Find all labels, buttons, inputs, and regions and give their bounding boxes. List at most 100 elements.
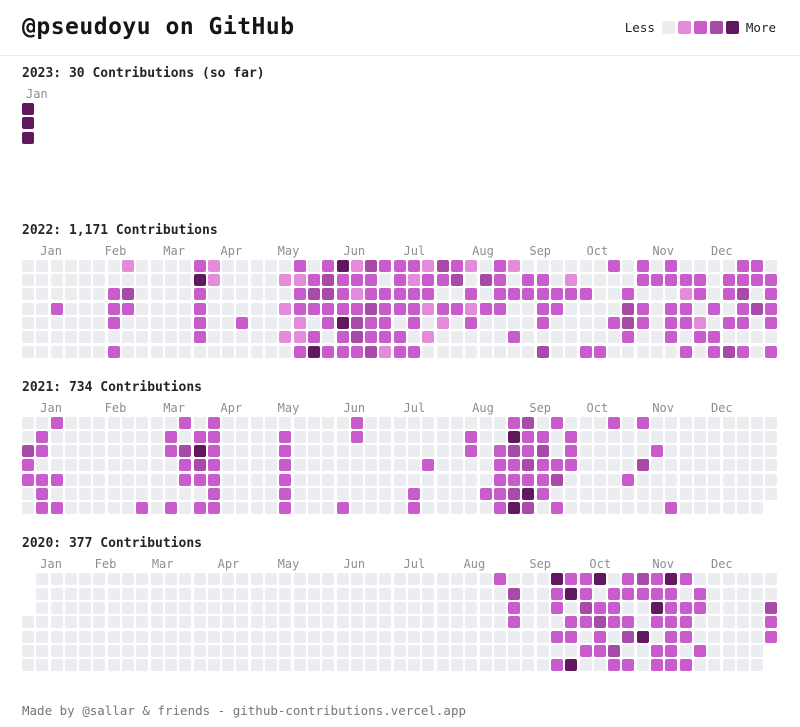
day-cell [608,302,621,315]
day-cell [722,587,735,600]
day-cell [465,430,478,443]
day-cell [250,630,263,643]
day-cell [136,644,149,657]
day-cell [579,502,592,515]
day-cell [279,416,292,429]
day-cell [107,659,120,672]
day-cell [236,659,249,672]
day-cell [136,274,149,287]
week-column [608,259,621,358]
day-cell [207,445,220,458]
day-cell [722,430,735,443]
day-cell [651,316,664,329]
day-cell [107,587,120,600]
day-cell [50,573,63,586]
day-cell [322,587,335,600]
week-column [236,259,249,358]
legend-swatch-level-3 [709,20,723,34]
day-cell [465,316,478,329]
day-cell [651,587,664,600]
week-column [450,573,463,672]
day-cell [651,459,664,472]
day-cell [522,644,535,657]
day-cell [379,616,392,629]
week-column [393,416,406,515]
day-cell [150,331,163,344]
day-cell [22,259,34,272]
day-cell [107,502,120,515]
day-cell [122,630,135,643]
week-column [422,416,435,515]
day-cell [236,601,249,614]
day-cell [579,587,592,600]
week-column [651,573,664,672]
day-cell [751,587,764,600]
day-cell [379,502,392,515]
day-cell [536,601,549,614]
day-cell [665,345,678,358]
day-cell [350,345,363,358]
day-cell [64,473,77,486]
day-cell [36,445,49,458]
day-cell [50,616,63,629]
day-cell [608,259,621,272]
day-cell [22,416,34,429]
day-cell [751,573,764,586]
day-cell [693,345,706,358]
day-cell [79,416,92,429]
month-label: Dec [710,400,733,415]
day-cell [393,630,406,643]
day-cell [508,630,521,643]
day-cell [107,601,120,614]
day-cell [679,288,692,301]
week-column [236,573,249,672]
day-cell [679,630,692,643]
week-column [365,416,378,515]
day-cell [207,331,220,344]
day-cell [350,445,363,458]
month-label: Jun [343,243,366,258]
day-cell [450,445,463,458]
day-cell [708,459,721,472]
day-cell [622,488,635,501]
day-cell [307,316,320,329]
day-cell [651,302,664,315]
month-label: Dec [710,243,733,258]
day-cell [450,345,463,358]
week-column [408,573,421,672]
day-cell [350,659,363,672]
day-cell [736,302,749,315]
day-cell [365,331,378,344]
day-cell [479,659,492,672]
day-cell [765,259,778,272]
week-column [36,259,49,358]
day-cell [164,601,177,614]
day-cell [336,630,349,643]
day-cell [193,659,206,672]
day-cell [22,345,34,358]
year-heading: 2021: 734 Contributions [22,379,203,395]
day-cell [93,459,106,472]
day-cell [207,345,220,358]
week-column [293,573,306,672]
day-cell [651,430,664,443]
day-cell [693,616,706,629]
day-cell [122,430,135,443]
day-cell [722,445,735,458]
day-cell [450,274,463,287]
week-column [751,573,764,672]
day-cell [622,601,635,614]
day-cell [107,573,120,586]
day-cell [608,288,621,301]
day-cell [751,616,764,629]
day-cell [665,331,678,344]
day-cell [579,288,592,301]
day-cell [50,430,63,443]
day-cell [536,644,549,657]
day-cell [307,345,320,358]
day-cell [622,502,635,515]
day-cell [207,416,220,429]
day-cell [393,659,406,672]
day-cell [579,430,592,443]
day-cell [436,630,449,643]
